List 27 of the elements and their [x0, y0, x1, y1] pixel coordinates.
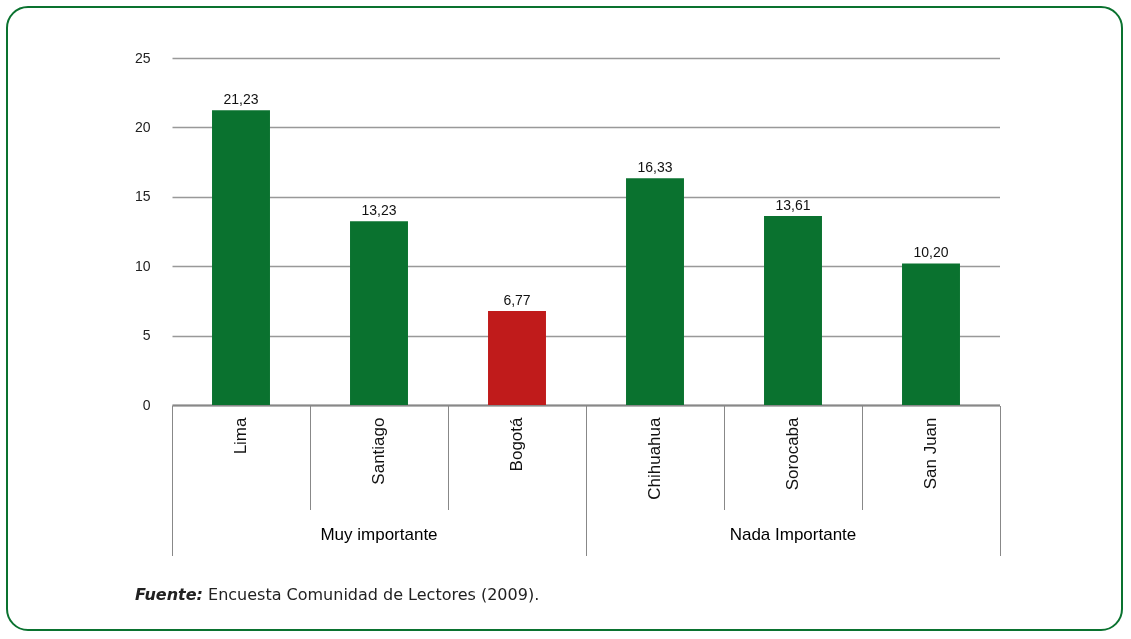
text: Muy importante [319, 525, 439, 545]
data-label: 6,77 [503, 292, 531, 309]
y-tick-label: 15 [134, 188, 151, 205]
x-tick-label: Santiago [369, 417, 388, 485]
bar [764, 216, 822, 405]
x-tick-label: Sorocaba [783, 416, 802, 491]
data-label: 10,20 [913, 244, 949, 261]
y-tick-label: 20 [134, 118, 151, 135]
y-tick-label: 10 [134, 257, 151, 274]
y-tick-label: 0 [142, 396, 151, 413]
source-note: Fuente: Encuesta Comunidad de Lectores (2009). [135, 585, 540, 604]
data-label: 13,23 [361, 202, 397, 219]
x-tick-label: Bogotá [507, 416, 526, 472]
bar [626, 178, 684, 405]
data-label: 16,33 [637, 159, 673, 176]
bar [350, 221, 408, 405]
x-tick-label: Chihuahua [645, 416, 664, 500]
data-label: 21,23 [223, 91, 259, 108]
bar [488, 311, 546, 405]
data-label: 13,61 [775, 197, 811, 214]
y-tick-label: 5 [142, 327, 151, 344]
x-tick-label: San Juan [921, 417, 940, 490]
y-tick-label: 25 [134, 49, 151, 66]
x-tick-label: Lima [231, 416, 250, 455]
bar [902, 263, 960, 405]
text: Nada Importante [728, 525, 858, 545]
bar [212, 110, 270, 405]
